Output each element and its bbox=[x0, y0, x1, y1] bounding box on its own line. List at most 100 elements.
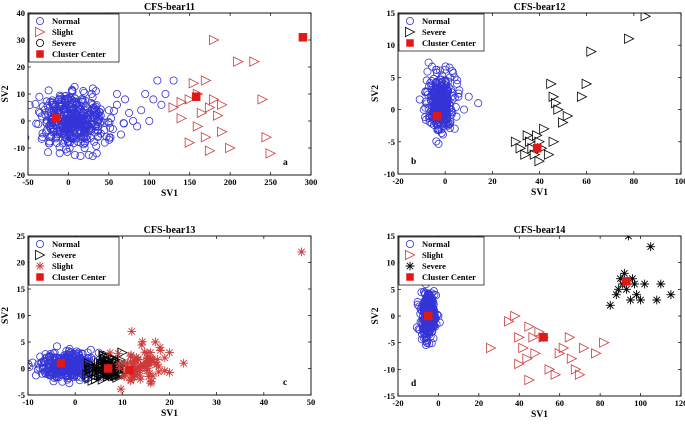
data-point bbox=[71, 120, 80, 129]
data-point bbox=[126, 376, 136, 386]
data-point bbox=[421, 113, 430, 122]
data-point bbox=[108, 125, 117, 134]
data-point bbox=[66, 354, 75, 363]
data-point bbox=[92, 149, 101, 158]
data-point bbox=[63, 96, 72, 105]
data-point bbox=[37, 134, 46, 143]
x-axis-label: SV1 bbox=[161, 189, 178, 199]
data-point bbox=[438, 81, 447, 90]
y-tick-label: -10 bbox=[384, 364, 395, 374]
data-point bbox=[44, 148, 53, 157]
data-point bbox=[65, 379, 74, 388]
data-point bbox=[141, 90, 150, 99]
data-point bbox=[510, 310, 521, 322]
y-axis-label: SV2 bbox=[371, 85, 381, 102]
data-point bbox=[109, 354, 121, 365]
data-point bbox=[97, 361, 109, 372]
series-cluster-center bbox=[432, 111, 542, 153]
data-point bbox=[437, 125, 446, 134]
data-point bbox=[423, 67, 432, 76]
data-point bbox=[92, 141, 101, 150]
y-tick-label: 10 bbox=[387, 40, 396, 50]
data-point bbox=[39, 363, 48, 372]
x-tick-label: 100 bbox=[675, 176, 685, 186]
y-tick-label: 5 bbox=[391, 284, 395, 294]
data-point bbox=[67, 367, 76, 376]
data-point bbox=[45, 137, 54, 146]
data-point bbox=[140, 347, 150, 357]
data-point bbox=[422, 296, 431, 305]
data-point bbox=[425, 117, 434, 126]
x-tick-label: 50 bbox=[307, 397, 316, 407]
data-point bbox=[89, 367, 100, 379]
data-point bbox=[524, 321, 535, 332]
data-point bbox=[434, 311, 443, 320]
data-point bbox=[86, 362, 98, 374]
data-point bbox=[127, 370, 137, 380]
data-point bbox=[570, 364, 582, 375]
panel-label: c bbox=[283, 378, 287, 388]
data-point bbox=[38, 133, 47, 142]
data-point bbox=[441, 62, 450, 71]
data-point bbox=[67, 120, 76, 129]
data-point bbox=[160, 366, 170, 376]
data-point bbox=[145, 360, 155, 370]
data-point bbox=[70, 151, 79, 160]
data-point bbox=[62, 121, 71, 130]
data-point bbox=[626, 295, 635, 305]
data-point bbox=[422, 99, 431, 108]
x-tick-label: 100 bbox=[634, 398, 647, 408]
plot-area bbox=[412, 236, 676, 386]
data-point bbox=[107, 114, 116, 123]
y-tick-label: 0 bbox=[21, 116, 25, 126]
legend-entry: Normal bbox=[52, 16, 80, 26]
data-point bbox=[439, 116, 448, 125]
y-tick-label: 10 bbox=[387, 258, 396, 268]
data-point bbox=[56, 103, 65, 112]
data-point bbox=[640, 279, 650, 289]
legend-marker bbox=[35, 249, 46, 261]
data-point bbox=[114, 359, 124, 369]
data-point bbox=[514, 332, 525, 343]
data-point bbox=[453, 76, 462, 85]
legend-marker bbox=[35, 261, 45, 271]
x-tick-label: 20 bbox=[488, 176, 497, 186]
data-point bbox=[522, 130, 534, 141]
data-point bbox=[100, 118, 109, 127]
data-point bbox=[58, 105, 67, 114]
data-point bbox=[551, 97, 562, 109]
y-tick-label: -15 bbox=[384, 391, 395, 401]
data-point bbox=[200, 75, 212, 86]
data-point bbox=[249, 56, 260, 67]
x-tick-label: 0 bbox=[436, 398, 440, 408]
data-point bbox=[123, 359, 132, 369]
y-tick-label: 0 bbox=[21, 364, 25, 374]
x-tick-label: 0 bbox=[66, 177, 70, 187]
x-tick-label: 60 bbox=[582, 176, 591, 186]
x-tick-label: 40 bbox=[515, 398, 524, 408]
data-point bbox=[139, 361, 149, 371]
data-point bbox=[70, 366, 79, 375]
series-slight bbox=[485, 310, 610, 386]
data-point bbox=[578, 342, 590, 354]
data-point bbox=[69, 105, 78, 114]
y-tick-label: -5 bbox=[388, 137, 395, 147]
legend-entry: Severe bbox=[422, 261, 446, 271]
x-axis-label: SV1 bbox=[531, 188, 548, 198]
x-tick-label: 40 bbox=[260, 397, 269, 407]
data-point bbox=[95, 369, 107, 381]
data-point bbox=[153, 76, 162, 85]
series-cluster-center bbox=[52, 33, 308, 123]
data-point bbox=[554, 348, 566, 359]
plot-area bbox=[28, 247, 306, 394]
data-point bbox=[169, 76, 178, 85]
legend-entry: Cluster Center bbox=[52, 49, 106, 59]
data-point bbox=[430, 290, 439, 299]
data-point bbox=[80, 143, 89, 152]
series-severe bbox=[510, 13, 652, 167]
data-point bbox=[100, 356, 112, 368]
data-point bbox=[430, 101, 439, 110]
data-point bbox=[60, 130, 69, 139]
data-point bbox=[611, 290, 621, 300]
